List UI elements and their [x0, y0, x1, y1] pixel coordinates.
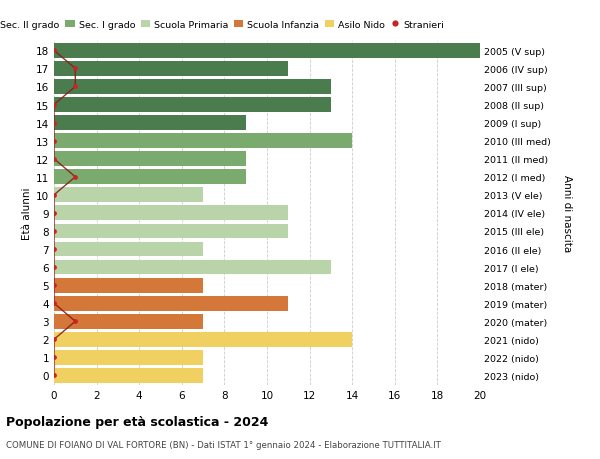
Y-axis label: Anni di nascita: Anni di nascita	[562, 175, 572, 252]
Bar	[54, 188, 203, 203]
Point	[49, 120, 59, 127]
Bar	[54, 134, 352, 149]
Point	[49, 210, 59, 217]
Text: COMUNE DI FOIANO DI VAL FORTORE (BN) - Dati ISTAT 1° gennaio 2024 - Elaborazione: COMUNE DI FOIANO DI VAL FORTORE (BN) - D…	[6, 440, 441, 449]
Bar	[54, 80, 331, 95]
Bar	[54, 170, 246, 185]
Point	[49, 156, 59, 163]
Bar	[54, 332, 352, 347]
Bar	[54, 350, 203, 365]
Point	[49, 300, 59, 307]
Point	[71, 66, 80, 73]
Point	[49, 228, 59, 235]
Point	[49, 372, 59, 379]
Bar	[54, 98, 331, 112]
Bar	[54, 242, 203, 257]
Point	[71, 84, 80, 91]
Bar	[54, 152, 246, 167]
Point	[49, 48, 59, 55]
Point	[71, 318, 80, 325]
Bar	[54, 296, 289, 311]
Point	[49, 138, 59, 145]
Point	[49, 192, 59, 199]
Point	[49, 282, 59, 289]
Point	[49, 264, 59, 271]
Bar	[54, 314, 203, 329]
Point	[49, 354, 59, 361]
Point	[49, 336, 59, 343]
Point	[71, 174, 80, 181]
Bar	[54, 116, 246, 131]
Point	[49, 101, 59, 109]
Text: Popolazione per età scolastica - 2024: Popolazione per età scolastica - 2024	[6, 415, 268, 428]
Bar	[54, 44, 480, 59]
Legend: Sec. II grado, Sec. I grado, Scuola Primaria, Scuola Infanzia, Asilo Nido, Stran: Sec. II grado, Sec. I grado, Scuola Prim…	[0, 17, 448, 34]
Bar	[54, 206, 289, 221]
Bar	[54, 62, 289, 77]
Point	[49, 246, 59, 253]
Bar	[54, 224, 289, 239]
Y-axis label: Età alunni: Età alunni	[22, 187, 32, 240]
Bar	[54, 260, 331, 275]
Bar	[54, 278, 203, 293]
Bar	[54, 368, 203, 383]
